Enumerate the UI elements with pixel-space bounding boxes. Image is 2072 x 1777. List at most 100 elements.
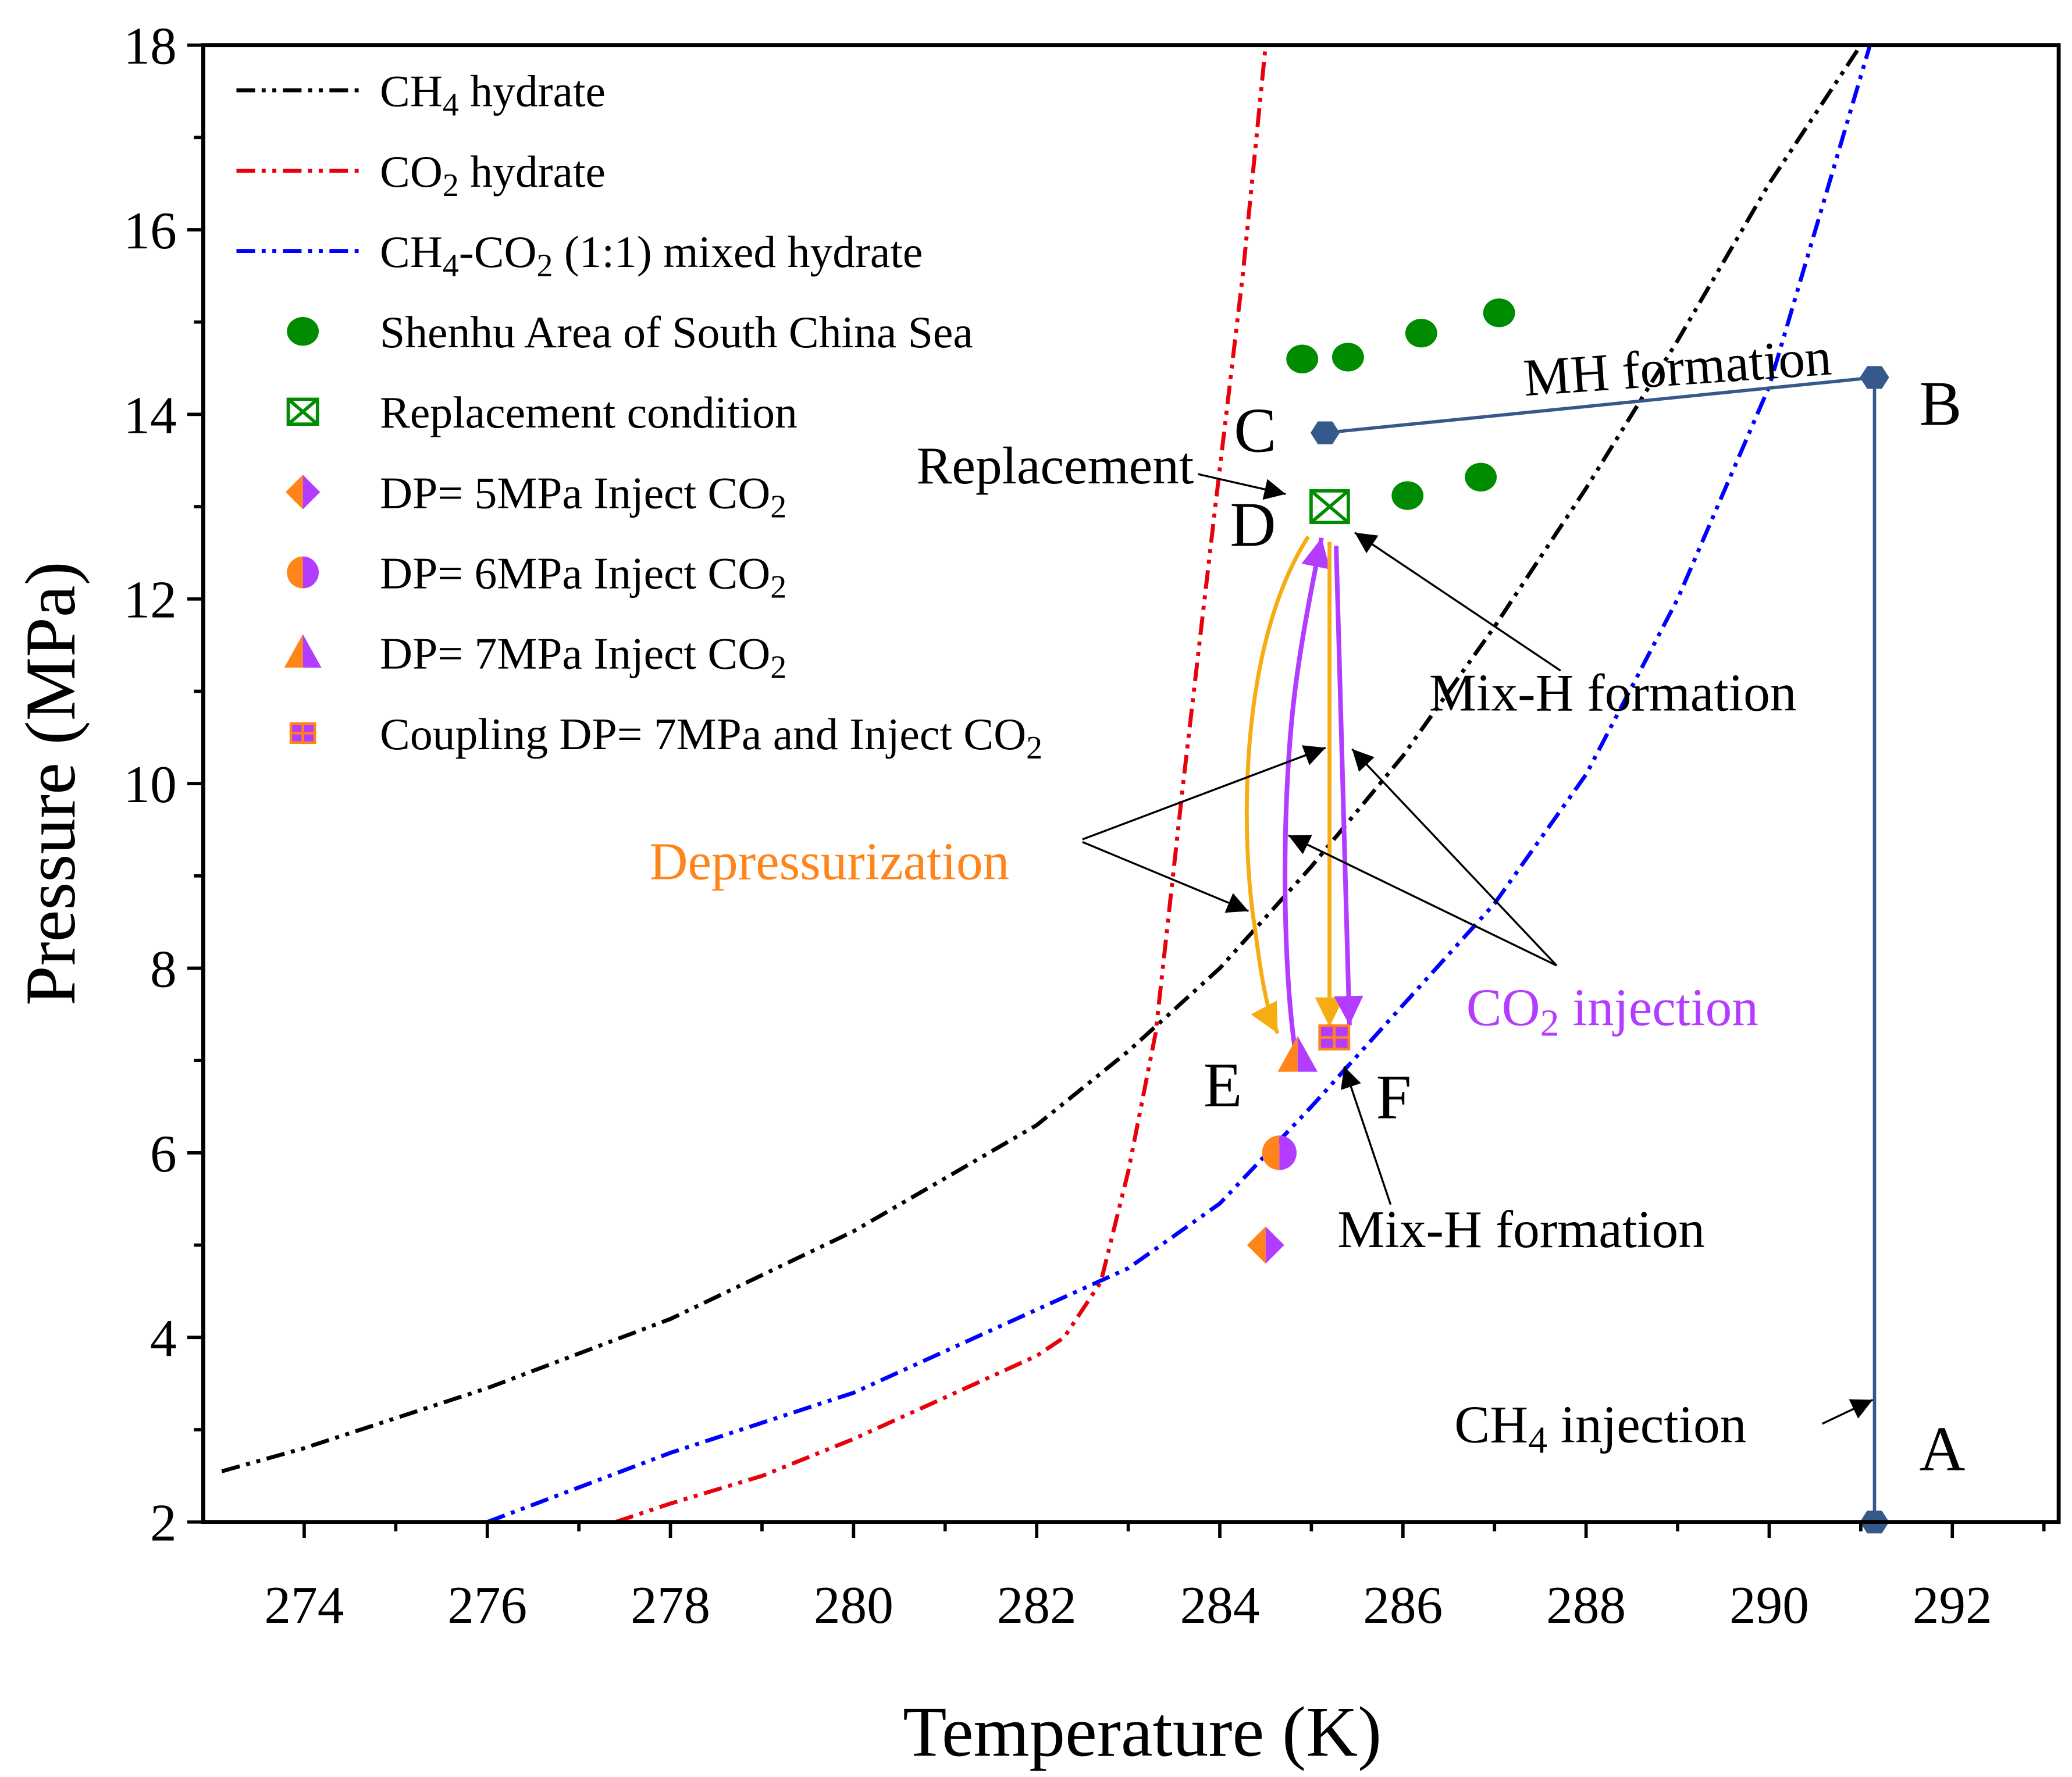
marker-x bbox=[1310, 489, 1350, 524]
legend-label: CH4-CO2 (1:1) mixed hydrate bbox=[380, 227, 923, 284]
legend-item: DP= 5MPa Inject CO2 bbox=[285, 468, 786, 525]
x-tick-label: 282 bbox=[997, 1576, 1077, 1634]
y-tick-label: 18 bbox=[123, 17, 176, 76]
legend-marker-halfcircle bbox=[287, 556, 319, 589]
legend-item: Coupling DP= 7MPa and Inject CO2 bbox=[289, 709, 1042, 766]
legend-item: CO2 hydrate bbox=[236, 147, 606, 204]
text-part: Coupling DP= 7MPa and Inject CO bbox=[380, 709, 1026, 759]
replacement-pointer bbox=[1198, 473, 1286, 500]
point-label-b: B bbox=[1919, 368, 1961, 439]
data-point-boxx bbox=[1309, 489, 1350, 525]
subscript: 4 bbox=[443, 248, 459, 284]
depressurization-arrow-curved bbox=[1244, 535, 1310, 1034]
axis-ticks: 274 276 278 280 282 284 286 288 290 292 2 4 6 8 10 12 14… bbox=[123, 17, 2046, 1634]
legend-label: Coupling DP= 7MPa and Inject CO2 bbox=[380, 709, 1042, 766]
data-point-circle bbox=[1405, 319, 1437, 348]
y-tick-label: 8 bbox=[150, 939, 177, 998]
co2-injection-pointer-2 bbox=[1288, 834, 1557, 967]
text-part: CO bbox=[380, 147, 443, 197]
ch4-injection-label: CH4 injection bbox=[1454, 1395, 1746, 1462]
marker-half-right bbox=[302, 634, 322, 668]
legend-item: Replacement condition bbox=[286, 387, 798, 437]
data-point-diamond bbox=[1247, 1226, 1284, 1264]
marker-half-left bbox=[1247, 1226, 1266, 1264]
legend-label: DP= 6MPa Inject CO2 bbox=[380, 548, 786, 605]
subscript: 4 bbox=[1528, 1419, 1547, 1462]
text-part: CH bbox=[380, 66, 443, 116]
marker-circle bbox=[1286, 344, 1319, 373]
text-part: DP= 7MPa Inject CO bbox=[380, 629, 770, 679]
legend-label: DP= 5MPa Inject CO2 bbox=[380, 468, 786, 525]
y-tick-label: 12 bbox=[123, 571, 176, 629]
legend-item: Shenhu Area of South China Sea bbox=[287, 307, 973, 357]
text-part: injection bbox=[1560, 978, 1758, 1037]
co2-injection-label: CO2 injection bbox=[1466, 978, 1758, 1045]
mixh-upper-pointer bbox=[1354, 532, 1561, 672]
marker-circle bbox=[1405, 319, 1437, 348]
legend-marker-diamond bbox=[285, 475, 321, 510]
process-arrows bbox=[1244, 535, 1363, 1050]
x-tick-label: 280 bbox=[814, 1576, 893, 1634]
marker-grid bbox=[1319, 1025, 1349, 1049]
marker-circle bbox=[1465, 462, 1497, 492]
marker-circle bbox=[1391, 481, 1424, 510]
x-tick-label: 290 bbox=[1729, 1576, 1809, 1634]
data-markers bbox=[1247, 298, 1515, 1264]
marker-circle bbox=[1332, 343, 1364, 372]
text-part: (1:1) mixed hydrate bbox=[553, 227, 923, 277]
path-line-a-b-c bbox=[1325, 375, 1877, 1522]
legend-label: DP= 7MPa Inject CO2 bbox=[380, 629, 786, 686]
legend-marker-circle bbox=[287, 317, 319, 346]
data-point-circle bbox=[1483, 298, 1515, 327]
data-point-gridsquare bbox=[1318, 1024, 1351, 1050]
subscript: 2 bbox=[770, 569, 786, 605]
ch4-injection-pointer bbox=[1821, 1399, 1874, 1425]
text-part: Shenhu Area of South China Sea bbox=[380, 307, 973, 357]
text-part: hydrate bbox=[459, 147, 606, 197]
mixh-lower-pointer bbox=[1341, 1066, 1392, 1205]
data-point-circle bbox=[1286, 344, 1319, 373]
data-point-circle bbox=[1465, 462, 1497, 492]
x-tick-label: 286 bbox=[1363, 1576, 1443, 1634]
mixh-formation-lower-label: Mix-H formation bbox=[1337, 1200, 1705, 1259]
subscript: 2 bbox=[443, 167, 459, 203]
y-tick-label: 6 bbox=[150, 1124, 177, 1183]
text-part: DP= 5MPa Inject CO bbox=[380, 468, 770, 518]
mixh-formation-upper-label: Mix-H formation bbox=[1429, 664, 1797, 722]
legend-label: CO2 hydrate bbox=[380, 147, 606, 204]
y-tick-label: 14 bbox=[123, 386, 176, 444]
path-point-c bbox=[1310, 421, 1340, 444]
marker-half-left bbox=[285, 475, 303, 510]
x-axis-title: Temperature (K) bbox=[903, 1691, 1382, 1771]
marker-circle bbox=[287, 317, 319, 346]
annotation-arrows bbox=[1082, 473, 1874, 1425]
x-tick-label: 278 bbox=[631, 1576, 710, 1634]
marker-half-right bbox=[302, 556, 319, 589]
ch4-injection-path bbox=[1310, 366, 1889, 1534]
marker-circle bbox=[1483, 298, 1515, 327]
data-point-circle bbox=[1391, 481, 1424, 510]
marker-half-left bbox=[287, 556, 303, 589]
depressurization-pointer-1 bbox=[1082, 745, 1326, 841]
co2-injection-pointer-1 bbox=[1351, 748, 1558, 967]
point-label-d: D bbox=[1230, 489, 1276, 560]
text-part: CH bbox=[1454, 1395, 1528, 1454]
point-label-c: C bbox=[1234, 394, 1276, 465]
series-line-ch4-co2-1-1-mixed-hydrate bbox=[486, 45, 1872, 1522]
legend-item: DP= 7MPa Inject CO2 bbox=[284, 629, 786, 686]
mh-formation-label: MH formation bbox=[1522, 327, 1834, 408]
point-label-f: F bbox=[1376, 1062, 1412, 1133]
marker-x bbox=[287, 398, 319, 426]
marker-half-right bbox=[1265, 1226, 1284, 1264]
legend-marker-boxx bbox=[286, 397, 319, 426]
text-part: CO bbox=[1466, 978, 1540, 1037]
depressurization-label: Depressurization bbox=[650, 832, 1010, 891]
subscript: 2 bbox=[770, 649, 786, 685]
series-line-ch4-hydrate bbox=[221, 45, 1863, 1473]
marker-half-right bbox=[302, 475, 321, 510]
text-part: injection bbox=[1547, 1395, 1746, 1454]
series-line-co2-hydrate bbox=[615, 45, 1268, 1522]
text-part: CH bbox=[380, 227, 443, 277]
